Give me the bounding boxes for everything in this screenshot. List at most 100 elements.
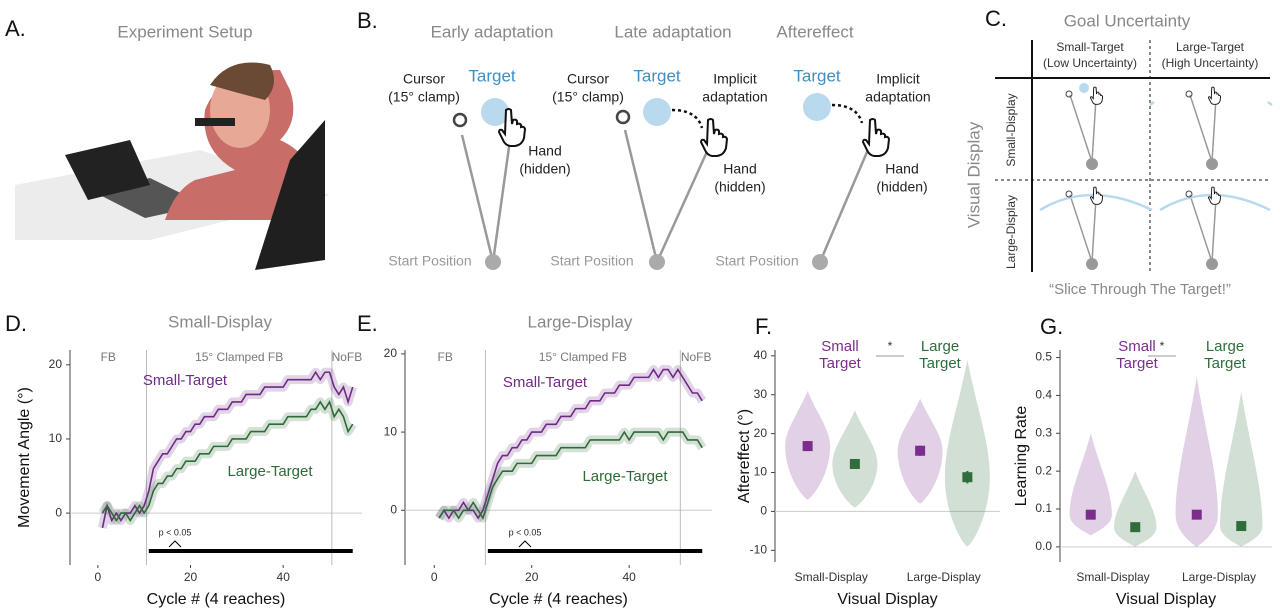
significance-label: p < 0.05 xyxy=(509,527,542,537)
y-tick-label: 0 xyxy=(390,502,397,516)
y-tick-label: 40 xyxy=(754,348,768,362)
start-label: Start Position xyxy=(550,253,633,269)
hand-label: (hidden) xyxy=(519,161,570,177)
goal-grid xyxy=(995,40,1273,272)
panel-label: C. xyxy=(985,6,1007,31)
x-tick-label: 0 xyxy=(94,570,101,584)
panel-label: E. xyxy=(357,311,378,336)
mean-marker xyxy=(1191,509,1202,520)
series-band xyxy=(98,397,357,526)
subpanel-title: Late adaptation xyxy=(614,22,731,41)
phase-label: FB xyxy=(101,350,116,364)
y-tick-label: 0.1 xyxy=(1035,501,1052,515)
violin xyxy=(1175,376,1218,547)
y-axis-label: Learning Rate xyxy=(1013,406,1030,507)
series-label: Small-Target xyxy=(503,374,588,391)
mean-marker xyxy=(1085,509,1096,520)
violin xyxy=(832,410,878,508)
implicit-label: adaptation xyxy=(702,89,767,105)
hand-label: (hidden) xyxy=(876,179,927,195)
subpanel-title: Early adaptation xyxy=(431,22,554,41)
mean-marker xyxy=(802,441,813,452)
series-label: Large-Target xyxy=(582,468,668,485)
mean-marker xyxy=(915,445,926,456)
panel-title: Goal Uncertainty xyxy=(1064,11,1191,30)
setup-illustration xyxy=(15,62,330,270)
y-tick-label: 10 xyxy=(754,465,768,479)
series-label: Large-Target xyxy=(227,463,313,480)
y-tick-label: 0.3 xyxy=(1035,425,1052,439)
x-tick-label: Large-Display xyxy=(1182,570,1256,584)
panel-label: G. xyxy=(1040,314,1063,339)
y-tick-label: 10 xyxy=(49,431,63,445)
y-axis-label: Aftereffect (°) xyxy=(736,409,753,503)
y-tick-label: 20 xyxy=(754,426,768,440)
y-tick-label: -10 xyxy=(750,543,768,557)
x-tick-label: 20 xyxy=(525,570,539,584)
significance-label: p < 0.05 xyxy=(159,527,192,537)
mean-marker xyxy=(962,472,973,483)
subpanel-title: Aftereffect xyxy=(776,22,853,41)
start-label: Start Position xyxy=(388,253,471,269)
series-line xyxy=(101,399,354,523)
series-line xyxy=(438,368,703,520)
y-tick-label: 0.2 xyxy=(1035,463,1052,477)
x-tick-label: 40 xyxy=(277,570,291,584)
cursor-label: (15° clamp) xyxy=(388,89,460,105)
panel-label: D. xyxy=(5,311,27,336)
column-header: (Low Uncertainty) xyxy=(1043,56,1137,70)
implicit-label: Implicit xyxy=(876,71,920,87)
violin xyxy=(1069,433,1112,536)
phase-label: 15° Clamped FB xyxy=(195,350,283,364)
implicit-label: adaptation xyxy=(865,89,930,105)
series-label: Small-Target xyxy=(143,372,228,389)
legend-label: Large Target xyxy=(919,338,961,372)
y-tick-label: 0.0 xyxy=(1035,539,1052,553)
y-tick-label: 20 xyxy=(49,357,63,371)
y-tick-label: 20 xyxy=(384,346,398,360)
phase-label: NoFB xyxy=(332,350,363,364)
significance-label: * xyxy=(888,339,893,353)
hand-label: (hidden) xyxy=(714,179,765,195)
mean-marker xyxy=(849,458,860,469)
phase-label: 15° Clamped FB xyxy=(539,350,627,364)
row-header: Large-Display xyxy=(1004,195,1018,269)
row-header: Small-Display xyxy=(1004,93,1018,166)
mean-marker xyxy=(1236,521,1247,532)
y-tick-label: 0 xyxy=(55,505,62,519)
column-header: (High Uncertainty) xyxy=(1162,56,1259,70)
row-axis-label: Visual Display xyxy=(964,121,983,228)
x-tick-label: Small-Display xyxy=(1076,570,1149,584)
violin xyxy=(1114,471,1157,547)
footer: “Slice Through The Target!” xyxy=(1049,281,1231,298)
cursor-label: (15° clamp) xyxy=(552,89,624,105)
x-axis-label: Visual Display xyxy=(1116,591,1216,608)
x-tick-label: 40 xyxy=(622,570,636,584)
series-line xyxy=(438,430,703,520)
y-tick-label: 0.4 xyxy=(1035,388,1052,402)
x-axis-label: Cycle # (4 reaches) xyxy=(147,591,286,608)
y-axis-label: Movement Angle (°) xyxy=(16,387,33,528)
hand-label: Hand xyxy=(723,161,756,177)
adaptation-diagrams xyxy=(452,93,891,270)
mean-marker xyxy=(1130,522,1141,533)
target-label: Target xyxy=(793,66,841,85)
panel-label: B. xyxy=(357,8,378,33)
target-label: Target xyxy=(468,66,516,85)
panel-title: Experiment Setup xyxy=(117,22,252,41)
column-header: Large-Target xyxy=(1176,40,1245,54)
significance-caret xyxy=(518,540,532,548)
x-tick-label: 0 xyxy=(431,570,438,584)
legend-label: Large Target xyxy=(1204,338,1246,372)
x-axis-label: Cycle # (4 reaches) xyxy=(489,591,628,608)
violin xyxy=(1220,391,1263,547)
x-axis-label: Visual Display xyxy=(837,591,937,608)
hand-label: Hand xyxy=(885,161,918,177)
chart-title: Large-Display xyxy=(528,312,633,331)
legend-label: Small Target xyxy=(1116,338,1158,372)
hand-label: Hand xyxy=(528,143,561,159)
start-label: Start Position xyxy=(715,253,798,269)
panel-label: A. xyxy=(5,16,26,41)
